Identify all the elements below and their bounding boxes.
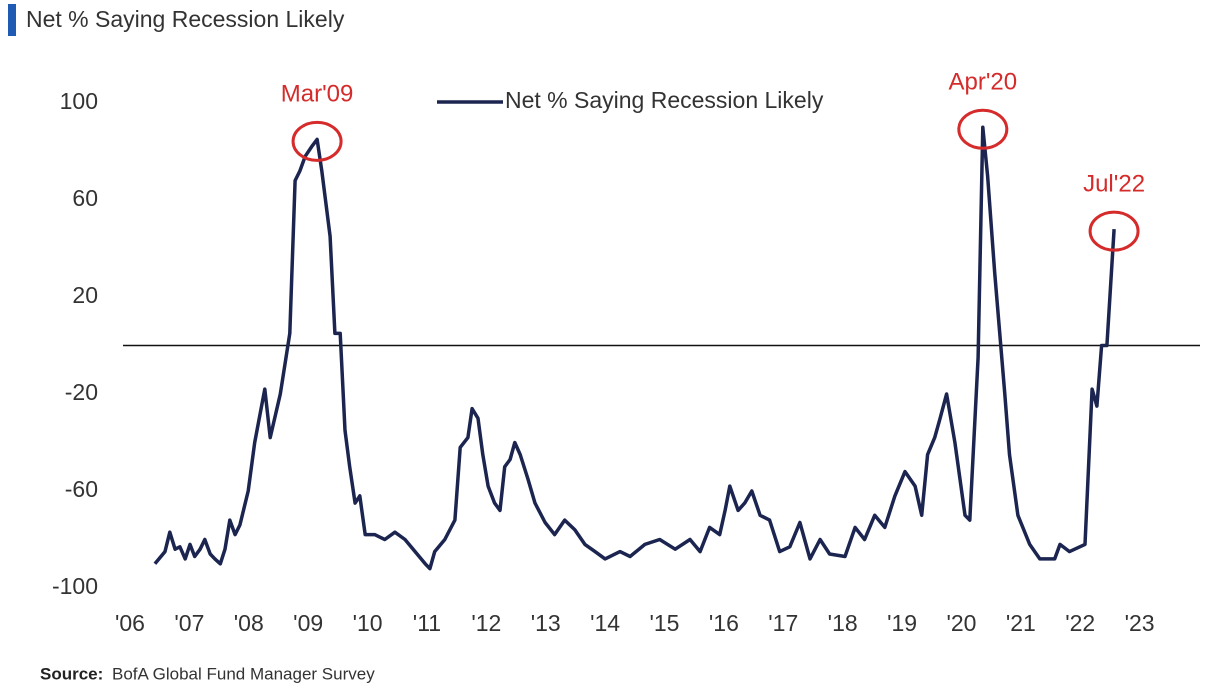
y-tick-label: 100 [60, 88, 98, 114]
x-tick-label: '12 [471, 610, 501, 636]
x-tick-label: '10 [353, 610, 383, 636]
x-tick-label: '21 [1006, 610, 1036, 636]
x-tick-label: '18 [828, 610, 858, 636]
x-tick-label: '17 [768, 610, 798, 636]
y-tick-label: -60 [65, 476, 98, 502]
x-tick-label: '22 [1065, 610, 1095, 636]
title-marker [8, 4, 16, 36]
y-tick-label: -20 [65, 379, 98, 405]
x-tick-label: '11 [413, 610, 441, 636]
legend-label: Net % Saying Recession Likely [505, 87, 824, 113]
annotation-label: Mar'09 [281, 81, 354, 108]
annotation-circle [1088, 210, 1140, 252]
source-label: Source: [40, 664, 103, 683]
x-tick-label: '08 [234, 610, 264, 636]
y-tick-label: -100 [52, 573, 98, 599]
x-tick-label: '13 [531, 610, 561, 636]
y-tick-label: 60 [72, 185, 98, 211]
annotation-label: Jul'22 [1083, 170, 1145, 197]
x-tick-label: '23 [1125, 610, 1155, 636]
x-tick-label: '09 [293, 610, 323, 636]
x-tick-label: '07 [174, 610, 204, 636]
y-tick-label: 20 [72, 282, 98, 308]
x-tick-label: '16 [709, 610, 739, 636]
annotation-label: Apr'20 [949, 69, 1018, 96]
series-line [153, 125, 1116, 571]
x-tick-label: '06 [115, 610, 145, 636]
x-tick-label: '19 [887, 610, 917, 636]
chart-title: Net % Saying Recession Likely [26, 6, 345, 32]
annotation-circle [957, 108, 1009, 150]
annotation-circle [291, 120, 343, 162]
x-tick-label: '20 [946, 610, 976, 636]
source: BofA Global Fund Manager Survey [112, 664, 375, 683]
x-tick-label: '15 [650, 610, 680, 636]
x-tick-label: '14 [590, 610, 620, 636]
